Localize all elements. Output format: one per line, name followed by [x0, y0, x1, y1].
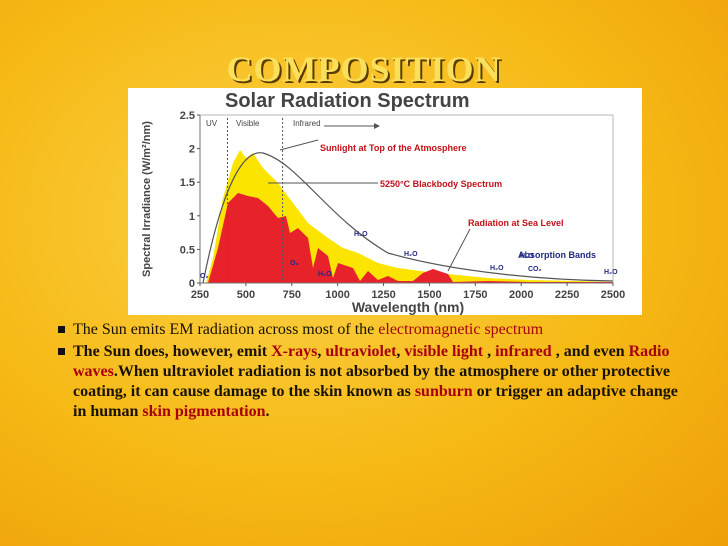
link-text[interactable]: electromagnetic spectrum	[378, 321, 544, 338]
x-tick-label: 2500	[601, 289, 625, 301]
annotation: Absorption Bands	[518, 250, 596, 260]
annotation: 5250°C Blackbody Spectrum	[380, 179, 502, 189]
text-run: , and even	[551, 343, 629, 360]
x-tick-label: 1250	[371, 289, 395, 301]
x-tick-label: 2000	[509, 289, 533, 301]
bullet: The Sun does, however, emit X-rays, ultr…	[56, 342, 684, 422]
y-tick-label: 0	[189, 278, 195, 290]
x-tick-label: 250	[191, 289, 209, 301]
link-text[interactable]: X-rays	[271, 343, 318, 360]
region-label: UV	[206, 119, 218, 128]
annotation: Radiation at Sea Level	[468, 218, 564, 228]
text-run: or trigger an adaptive change in human	[73, 383, 678, 420]
y-tick-label: 1.5	[180, 177, 195, 189]
link-text[interactable]: sunburn	[414, 383, 473, 400]
text-run: The Sun emits EM radiation across most o…	[73, 321, 379, 338]
y-tick-label: 2	[189, 144, 195, 156]
x-tick-label: 1750	[463, 289, 487, 301]
y-axis-label: Spectral Irradiance (W/m²/nm)	[141, 121, 153, 277]
text-run: ,	[396, 343, 405, 360]
figure-title: Solar Radiation Spectrum	[225, 90, 470, 112]
molecule-label: H₂O	[604, 269, 618, 276]
text-run: ,	[483, 343, 496, 360]
y-tick-label: 1	[189, 211, 195, 223]
text-run: .When ultraviolet radiation is not absor…	[73, 363, 671, 400]
spectrum-figure: Solar Radiation Spectrum 250 500 750 1000 12…	[128, 88, 642, 315]
molecule-label: H₂O	[490, 265, 504, 272]
link-text[interactable]: infrared	[495, 343, 552, 360]
x-tick-label: 2250	[555, 289, 579, 301]
bullet-list: The Sun emits EM radiation across most o…	[56, 320, 684, 424]
molecule-label: H₂O	[520, 253, 534, 260]
bullet: The Sun emits EM radiation across most o…	[56, 320, 684, 340]
text-run: The Sun does, however, emit	[73, 343, 272, 360]
x-tick-label: 500	[237, 289, 255, 301]
region-label: Visible	[236, 119, 260, 128]
plot-frame	[199, 114, 614, 284]
molecule-label: H₂O	[404, 251, 418, 258]
molecule-label: O₃	[290, 260, 299, 267]
link-text[interactable]: visible light	[404, 343, 484, 360]
annotation-pointer	[279, 139, 319, 151]
link-text[interactable]: Radio waves	[73, 343, 670, 380]
x-tick-label: 1500	[417, 289, 441, 301]
text-run: ,	[317, 343, 326, 360]
infrared-arrowhead	[374, 123, 380, 129]
molecule-label: H₂O	[354, 231, 368, 238]
link-text[interactable]: ultraviolet	[325, 343, 397, 360]
molecule-label: H₂O	[318, 271, 332, 278]
text-run: .	[265, 403, 270, 420]
y-tick-label: 2.5	[180, 110, 195, 122]
x-axis-label: Wavelength (nm)	[352, 299, 464, 315]
slide-title: COMPOSITION	[226, 49, 502, 89]
y-tick-label: 0.5	[180, 244, 195, 256]
sea-level-area	[208, 193, 613, 283]
link-text[interactable]: skin pigmentation	[142, 403, 266, 420]
region-label: Infrared	[293, 119, 321, 128]
annotation: Sunlight at Top of the Atmosphere	[320, 143, 467, 153]
x-tick-label: 1000	[325, 289, 349, 301]
molecule-label: O₂	[200, 273, 209, 280]
molecule-label: CO₂	[528, 266, 542, 273]
blackbody-curve	[202, 152, 614, 284]
annotation-pointer	[447, 228, 471, 272]
x-tick-label: 750	[283, 289, 301, 301]
